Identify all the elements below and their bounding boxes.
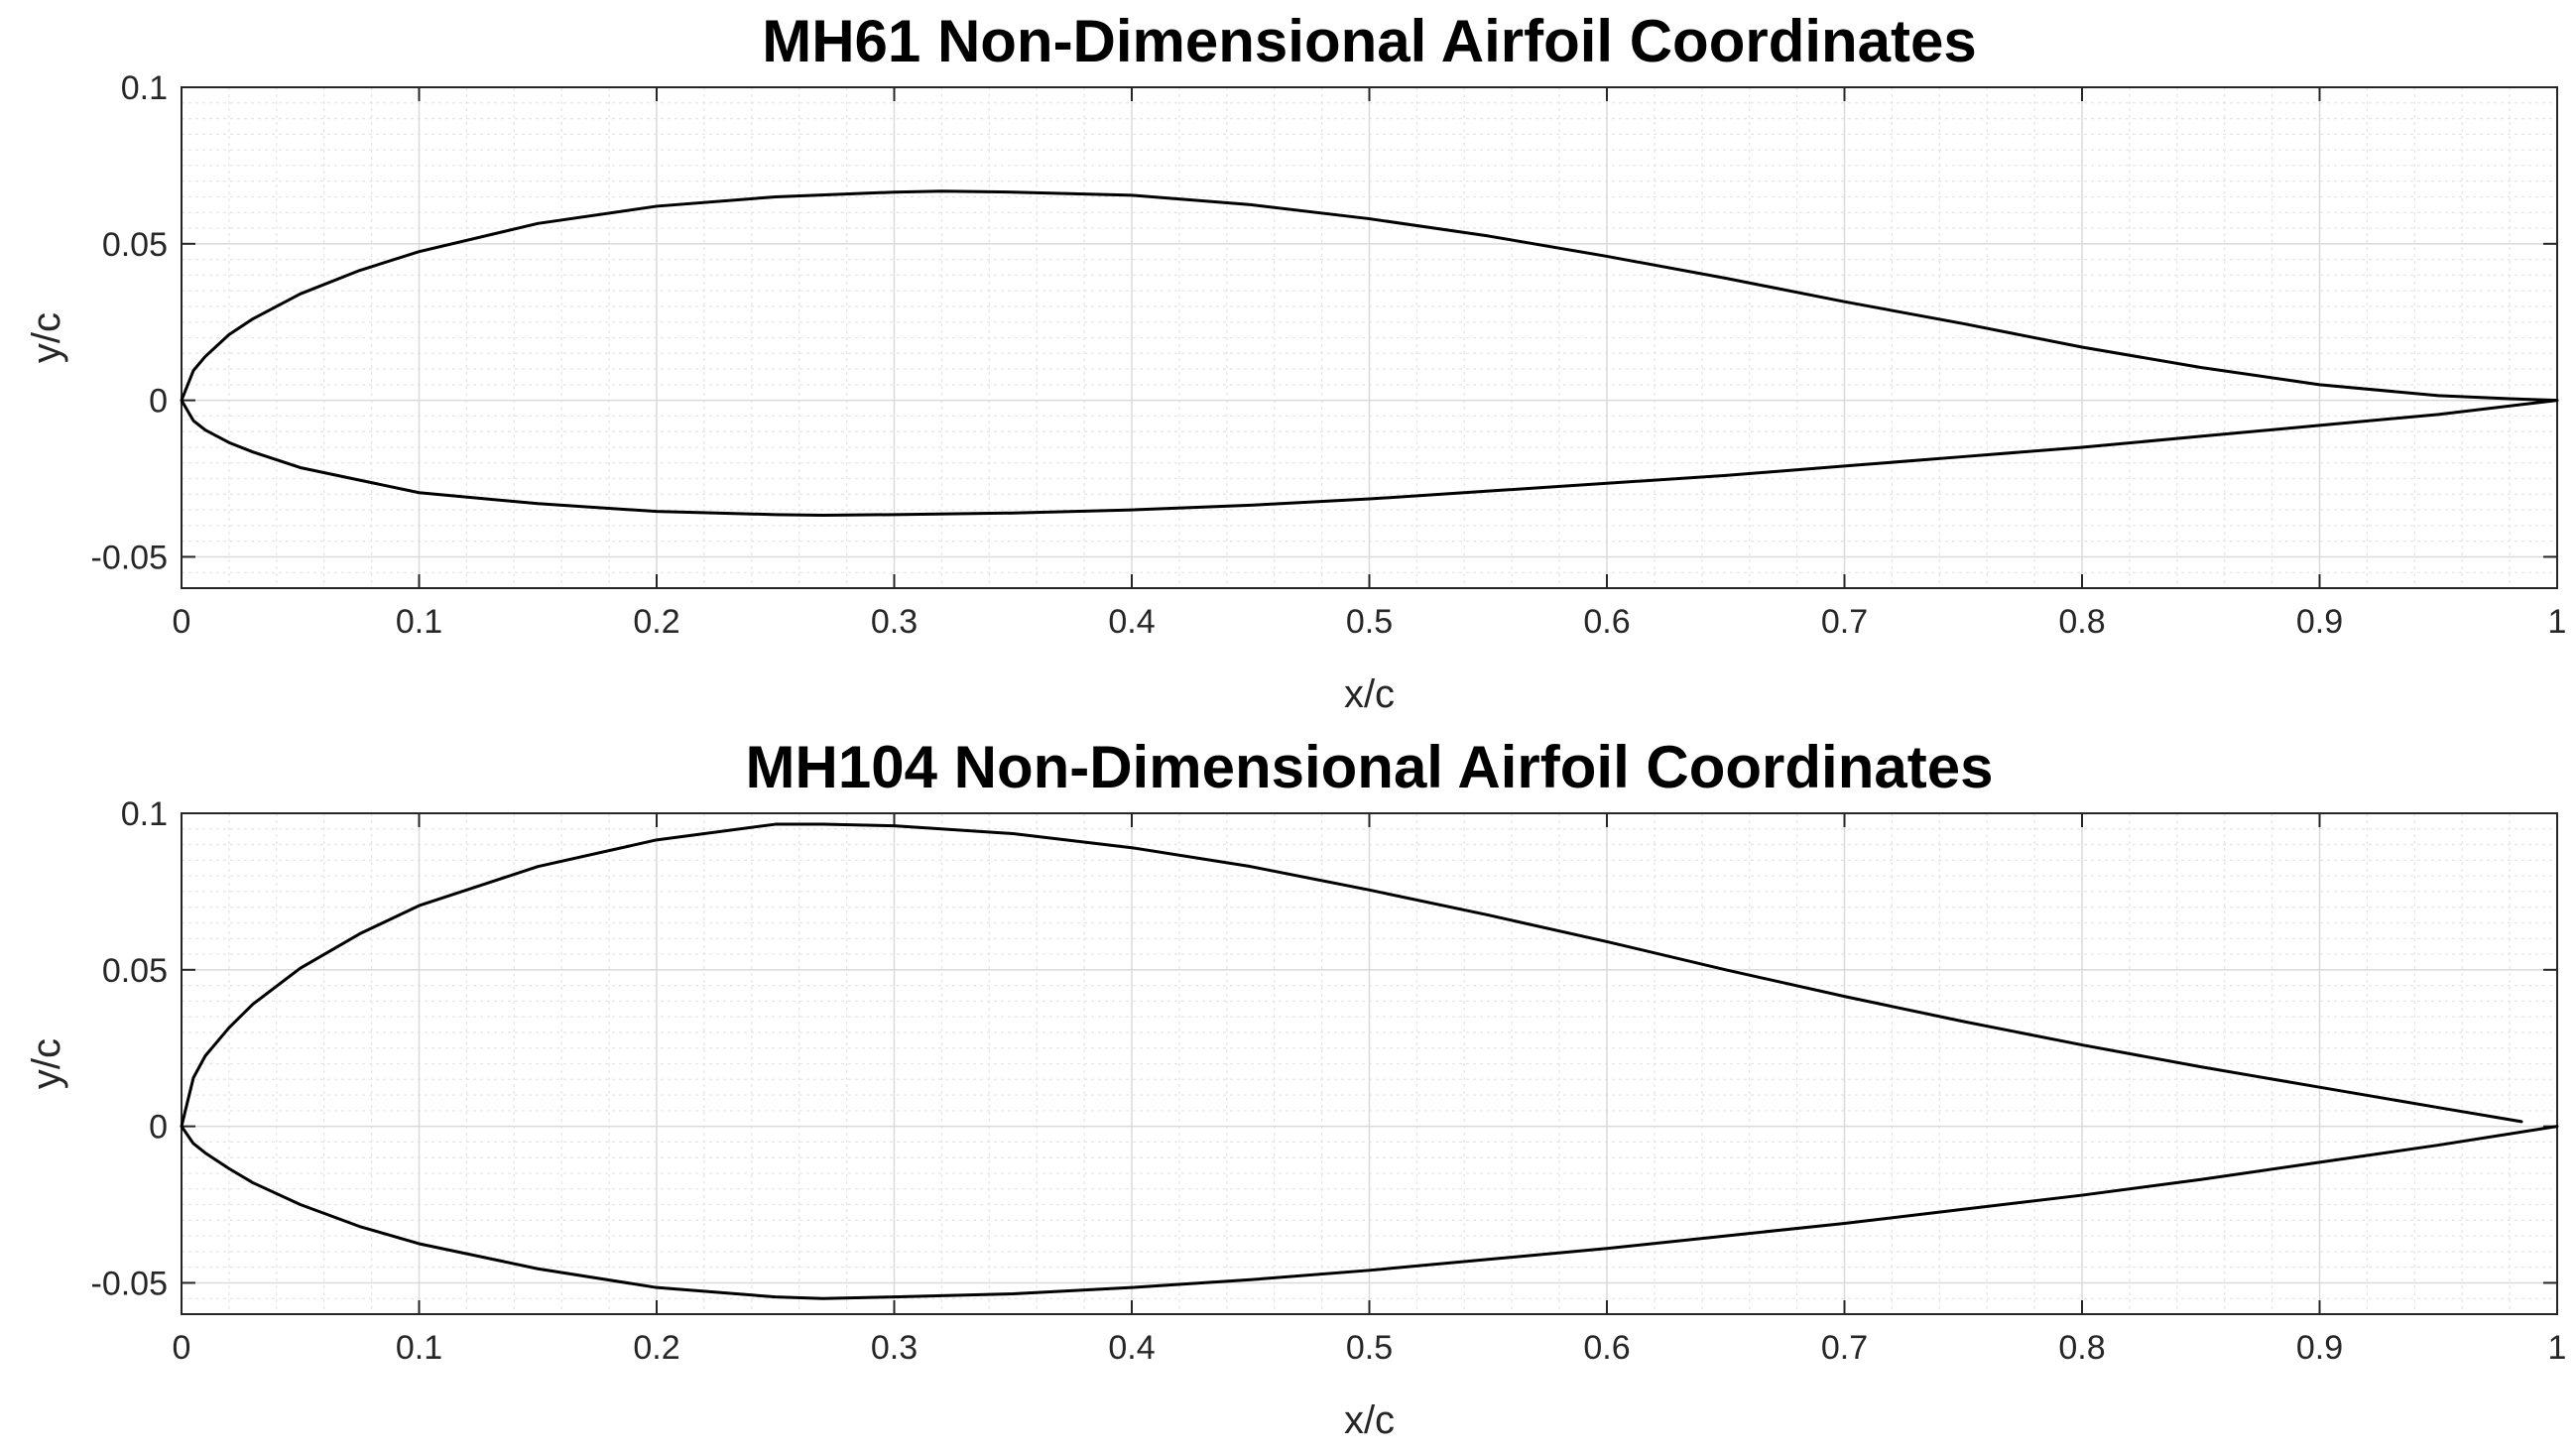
x-tick-label: 0.2 [633, 1329, 679, 1367]
x-tick-label: 0.4 [1108, 1329, 1155, 1367]
x-tick-label: 0.9 [2296, 603, 2343, 641]
x-tick-label: 0.8 [2058, 603, 2105, 641]
x-tick-label: 1 [2548, 1329, 2567, 1367]
y-tick-label: 0 [149, 1109, 168, 1147]
y-tick-label: -0.05 [91, 1265, 169, 1302]
x-axis-label: x/c [1344, 1398, 1395, 1442]
x-tick-label: 0.7 [1821, 1329, 1868, 1367]
x-axis-label: x/c [1344, 672, 1395, 716]
chart-title: MH104 Non-Dimensional Airfoil Coordinate… [746, 734, 1994, 800]
y-tick-label: 0.05 [102, 952, 168, 990]
x-tick-label: 0.9 [2296, 1329, 2343, 1367]
airfoil-profile-line [180, 189, 2559, 517]
y-tick-label: 0.1 [121, 795, 168, 833]
y-tick-label: 0 [149, 383, 168, 421]
x-tick-label: 0 [173, 603, 191, 641]
ticks [181, 86, 2558, 588]
y-tick-label: -0.05 [91, 539, 169, 576]
y-tick-label: 0.1 [121, 69, 168, 107]
y-axis-label: y/c [25, 312, 68, 363]
x-tick-label: 0.1 [396, 603, 442, 641]
ticks [181, 812, 2558, 1314]
chart-mh104: 0 0.1 0.2 0.3 0.4 0.5 0.6 0.7 0.8 0.9 1-0.0500.050… [25, 734, 2566, 1442]
x-tick-label: 0.2 [633, 603, 679, 641]
x-tick-label: 1 [2548, 603, 2567, 641]
x-tick-label: 0.6 [1583, 1329, 1630, 1367]
x-tick-label: 0.5 [1346, 603, 1393, 641]
grid [181, 86, 2558, 589]
x-tick-label: 0.4 [1108, 603, 1155, 641]
grid [181, 812, 2558, 1315]
y-axis-label: y/c [25, 1038, 68, 1089]
x-tick-label: 0.3 [871, 1329, 918, 1367]
x-tick-label: 0.5 [1346, 1329, 1393, 1367]
x-tick-label: 0.1 [396, 1329, 442, 1367]
x-tick-label: 0.3 [871, 603, 918, 641]
chart-mh61: 0 0.1 0.2 0.3 0.4 0.5 0.6 0.7 0.8 0.9 1-0.0500.050… [25, 8, 2566, 716]
x-tick-label: 0.8 [2058, 1329, 2105, 1367]
x-tick-label: 0.7 [1821, 603, 1868, 641]
chart-title: MH61 Non-Dimensional Airfoil Coordinates [762, 8, 1977, 74]
y-tick-label: 0.05 [102, 226, 168, 264]
airfoil-profile-line [180, 822, 2559, 1300]
x-tick-label: 0.6 [1583, 603, 1630, 641]
x-tick-label: 0 [173, 1329, 191, 1367]
